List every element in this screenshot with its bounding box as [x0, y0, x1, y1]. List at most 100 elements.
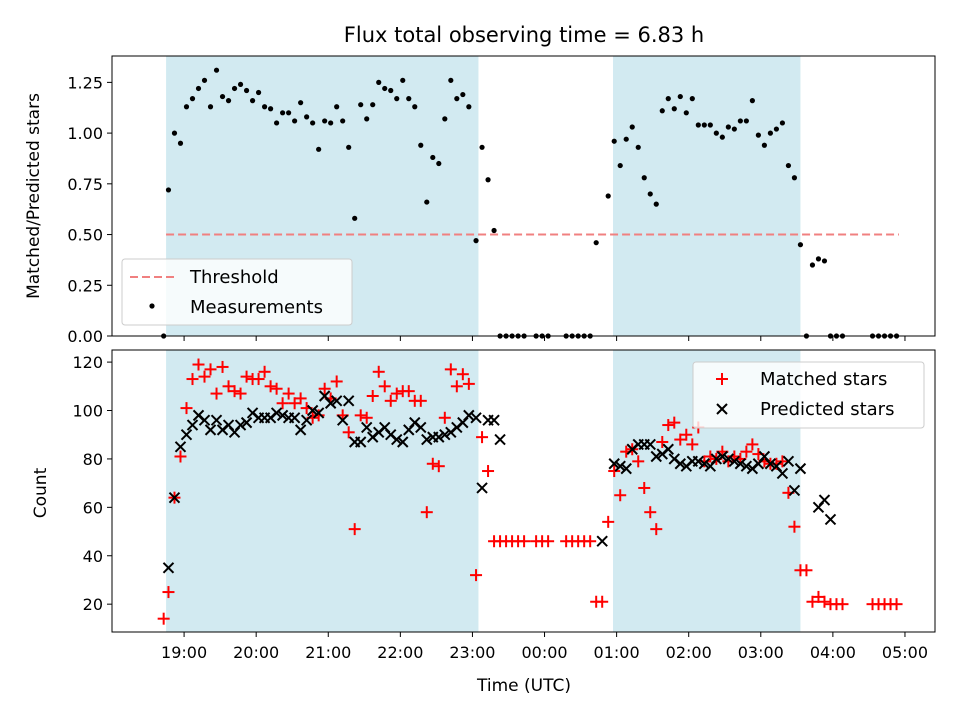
predicted-star-point	[276, 409, 289, 422]
measurement-point	[683, 110, 689, 116]
matched-legend-swatch	[716, 373, 728, 385]
matched-star-point	[157, 612, 170, 625]
predicted-star-stroke	[488, 414, 500, 426]
matched-star-point	[698, 455, 711, 468]
measurement-point	[292, 118, 298, 124]
matched-star-point	[372, 365, 385, 378]
matched-star-point	[462, 377, 475, 390]
predicted-star-stroke	[391, 433, 403, 446]
predicted-star-point	[234, 419, 247, 431]
predicted-star-stroke	[180, 429, 193, 441]
predicted-star-stroke	[728, 455, 741, 468]
predicted-star-stroke	[240, 416, 253, 429]
measurement-point	[165, 187, 172, 193]
measurement-point	[623, 136, 629, 142]
x-tick-label: 00:00	[521, 643, 567, 662]
measurement-point	[189, 96, 196, 102]
predicted-star-stroke	[330, 395, 343, 407]
measurement-point	[809, 262, 816, 268]
matched-star-point	[722, 455, 735, 468]
predicted-star-point	[650, 450, 662, 463]
predicted-star-stroke	[168, 491, 181, 504]
predicted-star-point	[662, 443, 674, 455]
predicted-star-stroke	[788, 484, 801, 497]
predicted-star-stroke	[776, 467, 789, 480]
matched-star-point	[482, 465, 495, 478]
matched-star-point	[390, 387, 403, 400]
measurement-point	[677, 93, 683, 100]
measurement-point	[767, 130, 774, 136]
matched-star-point	[348, 523, 361, 536]
matched-star-point	[426, 457, 439, 470]
predicted-star-point	[740, 460, 753, 472]
predicted-star-point	[288, 412, 301, 424]
bottom-y-tick-label: 40	[83, 547, 103, 566]
matched-star-point	[222, 380, 235, 393]
matched-star-point	[470, 569, 483, 582]
predicted-star-stroke	[276, 409, 289, 422]
top-y-tick-label: 1.00	[67, 124, 103, 143]
measurement-point	[358, 102, 364, 108]
predicted-star-stroke	[415, 421, 427, 434]
measurement-point	[659, 108, 665, 114]
matched-star-point	[890, 598, 903, 611]
predicted-star-point	[174, 441, 187, 453]
predicted-star-point	[734, 458, 747, 470]
measurement-point	[225, 98, 232, 104]
predicted-star-point	[824, 513, 837, 526]
measurement-point	[701, 122, 707, 128]
measurement-point	[719, 134, 725, 140]
measurement-point	[400, 77, 406, 83]
matched-star-point	[294, 392, 307, 405]
measurement-point	[346, 144, 352, 150]
measurement-point	[761, 142, 767, 148]
measurement-point	[213, 67, 220, 73]
matched-star-point	[330, 375, 343, 388]
predicted-star-stroke	[608, 458, 620, 470]
measurement-point	[352, 215, 358, 221]
measurement-point	[707, 122, 713, 128]
predicted-star-point	[674, 458, 686, 470]
matched-star-point	[342, 426, 355, 439]
measurement-point	[219, 93, 226, 100]
matched-star-point	[614, 489, 627, 502]
predicted-star-stroke	[300, 414, 313, 426]
predicted-star-stroke	[470, 412, 482, 424]
top-y-axis-label: Matched/Predicted stars	[24, 93, 44, 299]
predicted-star-point	[470, 412, 482, 424]
predicted-star-stroke	[734, 458, 747, 470]
predicted-star-stroke	[620, 462, 632, 475]
measurement-point	[255, 89, 262, 96]
predicted-star-stroke	[644, 438, 656, 451]
measurement-point	[249, 98, 256, 104]
bottom-legend: Matched stars Predicted stars	[692, 361, 925, 429]
measurement-point	[454, 96, 460, 102]
measurement-point	[310, 120, 316, 126]
matched-star-point	[264, 380, 277, 393]
matched-star-point	[228, 385, 241, 398]
matched-star-point	[836, 598, 849, 611]
predicted-star-point	[421, 433, 433, 446]
measurement-point	[316, 146, 322, 152]
predicted-star-point	[270, 407, 283, 419]
predicted-star-point	[620, 462, 632, 475]
measurement-point	[286, 110, 292, 116]
measurement-point	[773, 126, 780, 132]
predicted-star-stroke	[824, 513, 837, 526]
measurement-point	[394, 96, 400, 102]
matched-star-point	[542, 535, 555, 548]
matched-star-point	[602, 515, 615, 528]
x-axis-label: Time (UTC)	[476, 676, 571, 696]
matched-star-point	[518, 535, 531, 548]
predicted-star-stroke	[716, 450, 729, 463]
predicted-star-point	[488, 414, 500, 426]
matched-star-point	[204, 363, 217, 376]
measurement-point	[201, 77, 208, 83]
measurement-point	[231, 85, 238, 92]
top-axes-frame	[111, 55, 936, 337]
predicted-star-point	[716, 450, 729, 463]
measurement-point	[725, 124, 731, 130]
x-tick-label: 03:00	[738, 643, 784, 662]
predicted-star-point	[692, 455, 705, 468]
predicted-star-stroke	[794, 462, 807, 475]
